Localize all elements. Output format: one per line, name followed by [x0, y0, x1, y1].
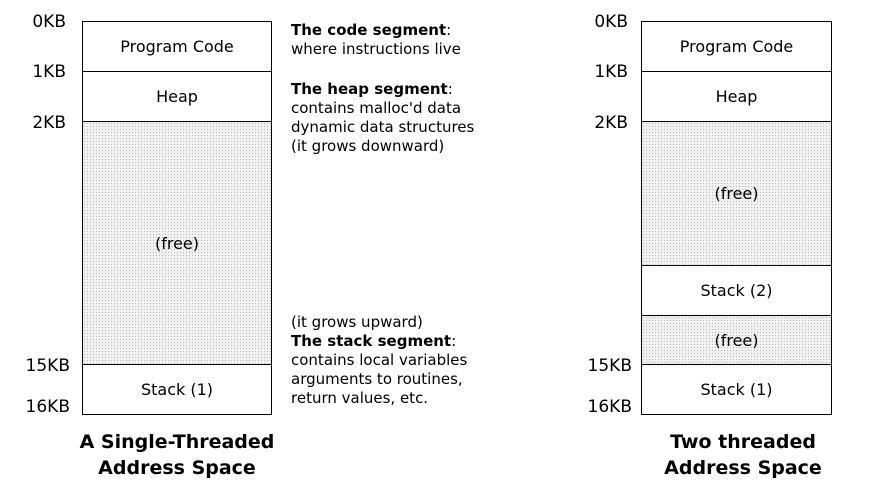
heap-note-line: contains malloc'd data	[291, 99, 462, 117]
stack-note-line: arguments to routines,	[291, 370, 463, 388]
stack-1-segment: Stack (1)	[641, 365, 832, 415]
free-label: (free)	[714, 330, 759, 350]
address-2kb-label: 2KB	[594, 113, 628, 133]
stack-2-label: Stack (2)	[700, 281, 773, 300]
heap-segment-colon: :	[447, 80, 453, 98]
stack-1-segment: Stack (1)	[82, 365, 272, 415]
heap-label: Heap	[715, 87, 758, 106]
grows-upward-note: (it grows upward)	[291, 313, 423, 331]
heap-segment: Heap	[641, 72, 832, 122]
address-16kb-label: 16KB	[25, 397, 70, 417]
address-0kb-label: 0KB	[594, 12, 628, 32]
stack-note-line: return values, etc.	[291, 389, 429, 407]
free-label: (free)	[154, 233, 200, 253]
code-segment-colon: :	[446, 21, 452, 39]
right-caption: Two threaded Address Space	[628, 429, 858, 481]
stack-1-label: Stack (1)	[140, 380, 214, 399]
heap-label: Heap	[156, 87, 198, 106]
left-caption: A Single-Threaded Address Space	[62, 429, 292, 481]
address-15kb-label: 15KB	[587, 356, 632, 376]
free-segment-top: (free)	[641, 122, 832, 266]
code-segment-desc: where instructions live	[291, 40, 461, 58]
code-segment-title: The code segment	[291, 21, 447, 39]
program-code-label: Program Code	[120, 37, 234, 56]
address-1kb-label: 1KB	[594, 62, 628, 82]
stack-segment-note: (it grows upward) The stack segment: con…	[291, 313, 467, 408]
address-15kb-label: 15KB	[25, 356, 70, 376]
program-code-segment: Program Code	[82, 21, 272, 72]
address-0kb-label: 0KB	[32, 12, 66, 32]
address-1kb-label: 1KB	[32, 62, 66, 82]
stack-segment-title: The stack segment	[291, 332, 452, 350]
heap-segment: Heap	[82, 72, 272, 122]
caption-line: Two threaded	[670, 431, 816, 453]
stack-segment-colon: :	[451, 332, 457, 350]
stack-2-segment: Stack (2)	[641, 266, 832, 316]
heap-note-line: (it grows downward)	[291, 137, 445, 155]
free-label: (free)	[714, 184, 759, 203]
free-segment-middle: (free)	[641, 316, 832, 365]
free-segment: (free)	[82, 122, 272, 365]
heap-segment-title: The heap segment	[291, 80, 448, 98]
address-2kb-label: 2KB	[32, 113, 66, 133]
stack-1-label: Stack (1)	[700, 380, 773, 399]
stack-note-line: contains local variables	[291, 351, 468, 369]
caption-line: Address Space	[664, 457, 822, 479]
code-segment-note: The code segment: where instructions liv…	[291, 21, 461, 59]
caption-line: A Single-Threaded	[79, 431, 275, 453]
heap-note-line: dynamic data structures	[291, 118, 475, 136]
caption-line: Address Space	[98, 457, 256, 479]
program-code-segment: Program Code	[641, 21, 832, 72]
address-16kb-label: 16KB	[587, 397, 632, 417]
heap-segment-note: The heap segment: contains malloc'd data…	[291, 80, 474, 156]
program-code-label: Program Code	[679, 37, 794, 56]
